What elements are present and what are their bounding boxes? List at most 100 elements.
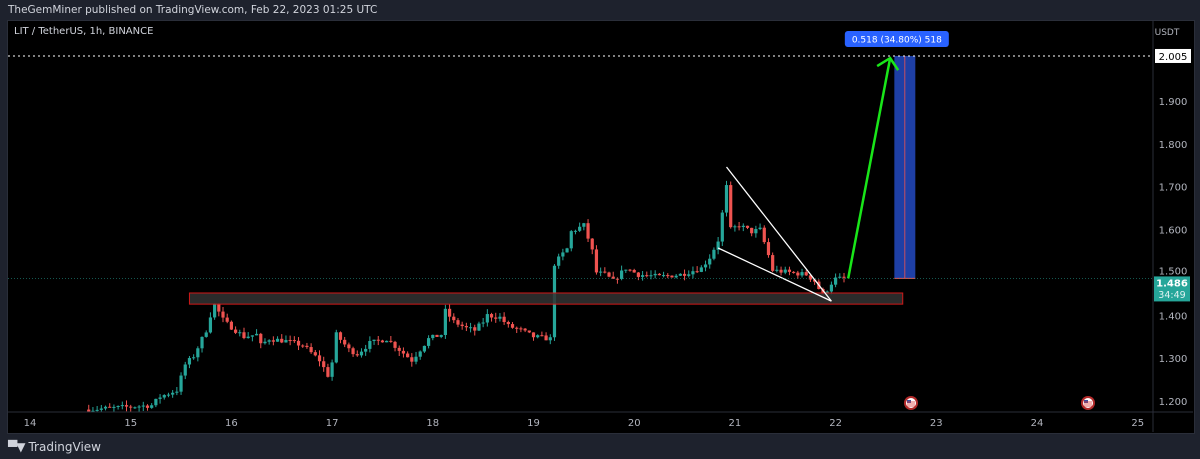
wedge-line — [725, 166, 832, 302]
candle-down — [590, 238, 594, 250]
candle-down — [410, 357, 414, 362]
candle-up — [691, 271, 695, 275]
us-flag-icon[interactable] — [1081, 396, 1095, 410]
candle-down — [322, 361, 326, 368]
candle-up — [783, 269, 787, 273]
price-tick-label: 1.200 — [1159, 397, 1188, 408]
candle-down — [288, 340, 292, 342]
candle-down — [108, 406, 112, 408]
candle-up — [477, 323, 481, 331]
candle-down — [632, 269, 636, 273]
tradingview-logo[interactable]: ▀▼ TradingView — [8, 440, 101, 454]
candle-up — [359, 351, 364, 356]
candle-down — [531, 332, 536, 338]
price-unit: USDT — [1155, 28, 1180, 38]
candle-up — [640, 275, 645, 277]
support-zone — [188, 292, 904, 305]
candle-up — [758, 227, 762, 230]
candle-up — [649, 275, 653, 277]
candle-up — [624, 269, 628, 271]
candle-down — [435, 334, 439, 337]
time-tick-label: 23 — [930, 418, 943, 429]
candle-down — [628, 269, 632, 271]
candle-down — [280, 338, 284, 343]
candle-down — [393, 341, 397, 348]
candle-up — [254, 333, 259, 336]
candle-up — [192, 357, 196, 359]
candle-down — [313, 352, 317, 356]
candle-up — [427, 338, 431, 346]
candle-up — [829, 284, 834, 292]
candle-up — [724, 185, 729, 213]
candle-down — [217, 303, 221, 312]
candle-down — [447, 308, 452, 317]
candle-up — [204, 332, 208, 337]
candle-up — [599, 271, 603, 273]
candle-down — [586, 223, 590, 239]
candle-up — [213, 303, 217, 318]
candle-down — [221, 311, 225, 318]
candle-down — [343, 339, 347, 345]
candle-down — [615, 278, 620, 280]
candle-up — [733, 226, 737, 228]
candle-up — [573, 230, 578, 232]
time-tick-label: 24 — [1031, 418, 1044, 429]
symbol-title: LIT / TetherUS, 1h, BINANCE — [14, 26, 154, 37]
candle-down — [666, 275, 670, 277]
candle-down — [129, 406, 133, 408]
candle-down — [523, 328, 527, 331]
candle-up — [267, 340, 271, 342]
countdown-label: 34:49 — [1158, 290, 1185, 301]
price-tick-label: 1.900 — [1159, 97, 1188, 108]
candle-down — [376, 339, 380, 341]
candle-up — [838, 276, 842, 278]
wedge-line — [717, 247, 832, 302]
time-tick-label: 25 — [1131, 418, 1144, 429]
candle-up — [372, 339, 376, 342]
candle-down — [607, 272, 611, 277]
plot-area — [8, 55, 1153, 412]
time-tick-label: 22 — [829, 418, 842, 429]
candle-down — [796, 272, 800, 276]
candle-down — [808, 275, 813, 280]
chart-panel[interactable] — [7, 20, 1195, 434]
candle-up — [103, 406, 108, 409]
candle-down — [301, 345, 305, 347]
candle-up — [364, 348, 368, 352]
last-price-label: 1.486 — [1156, 278, 1188, 289]
candle-up — [284, 340, 288, 343]
candle-down — [527, 330, 531, 333]
candle-up — [439, 335, 443, 337]
candle-down — [611, 276, 615, 279]
candle-down — [292, 340, 296, 342]
candle-up — [263, 341, 267, 344]
time-tick-label: 19 — [527, 418, 540, 429]
flag-canton — [907, 400, 911, 403]
candle-up — [565, 248, 569, 253]
candle-down — [456, 320, 460, 325]
candle-down — [779, 269, 783, 273]
candle-down — [326, 367, 330, 377]
us-flag-icon[interactable] — [904, 396, 918, 410]
candle-up — [498, 316, 502, 319]
candle-down — [519, 328, 523, 330]
candle-down — [821, 288, 825, 295]
candle-up — [582, 223, 586, 227]
candle-up — [187, 358, 192, 365]
candle-up — [485, 314, 489, 323]
candle-down — [351, 348, 355, 355]
candle-up — [741, 225, 745, 228]
candle-up — [196, 348, 200, 358]
candle-down — [771, 255, 775, 271]
candle-up — [250, 335, 254, 337]
candle-up — [712, 249, 716, 259]
candle-up — [275, 338, 280, 342]
time-tick-label: 21 — [729, 418, 742, 429]
candle-up — [175, 391, 179, 393]
candle-down — [515, 327, 519, 329]
candle-down — [603, 271, 607, 273]
target-price-tag — [1155, 48, 1191, 63]
candle-down — [401, 350, 406, 354]
candle-down — [259, 333, 263, 344]
